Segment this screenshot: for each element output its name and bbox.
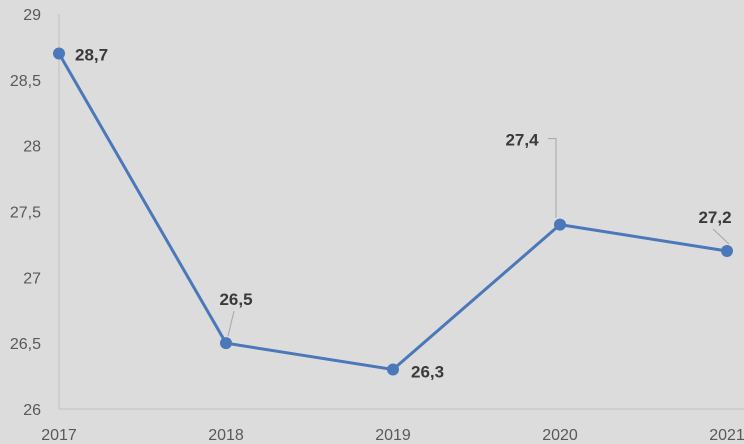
y-tick-label: 26 xyxy=(23,402,41,419)
x-axis-ticks: 2017 2018 2019 2020 2021 xyxy=(41,427,744,444)
x-tick-label: 2018 xyxy=(208,427,244,444)
data-label: 26,3 xyxy=(411,363,444,382)
data-label: 26,5 xyxy=(219,290,252,309)
x-tick-label: 2017 xyxy=(41,427,77,444)
y-tick-label: 27,5 xyxy=(10,205,41,222)
data-point xyxy=(721,245,733,257)
data-point xyxy=(387,363,399,376)
data-label: 27,2 xyxy=(698,208,731,227)
data-point xyxy=(554,218,566,231)
x-tick-label: 2019 xyxy=(375,427,411,444)
data-labels: 28,7 26,5 26,3 27,4 27,2 xyxy=(75,46,732,382)
series-line xyxy=(57,52,728,371)
leader-line xyxy=(548,138,557,218)
data-label: 27,4 xyxy=(505,131,539,150)
data-points xyxy=(53,47,733,376)
y-tick-label: 26,5 xyxy=(10,336,41,353)
data-point xyxy=(53,47,65,60)
y-tick-label: 27 xyxy=(23,270,41,287)
y-tick-label: 28 xyxy=(23,139,41,156)
leader-line xyxy=(712,228,730,245)
leader-line xyxy=(227,311,235,337)
x-tick-label: 2021 xyxy=(709,427,744,444)
y-tick-label: 29 xyxy=(23,7,41,24)
data-point xyxy=(220,337,232,350)
label-leader-lines xyxy=(227,138,730,337)
y-tick-label: 28,5 xyxy=(10,73,41,90)
data-label: 28,7 xyxy=(75,46,108,65)
y-axis-ticks: 26 26,5 27 27,5 28 28,5 29 xyxy=(10,7,41,419)
x-tick-label: 2020 xyxy=(542,427,578,444)
